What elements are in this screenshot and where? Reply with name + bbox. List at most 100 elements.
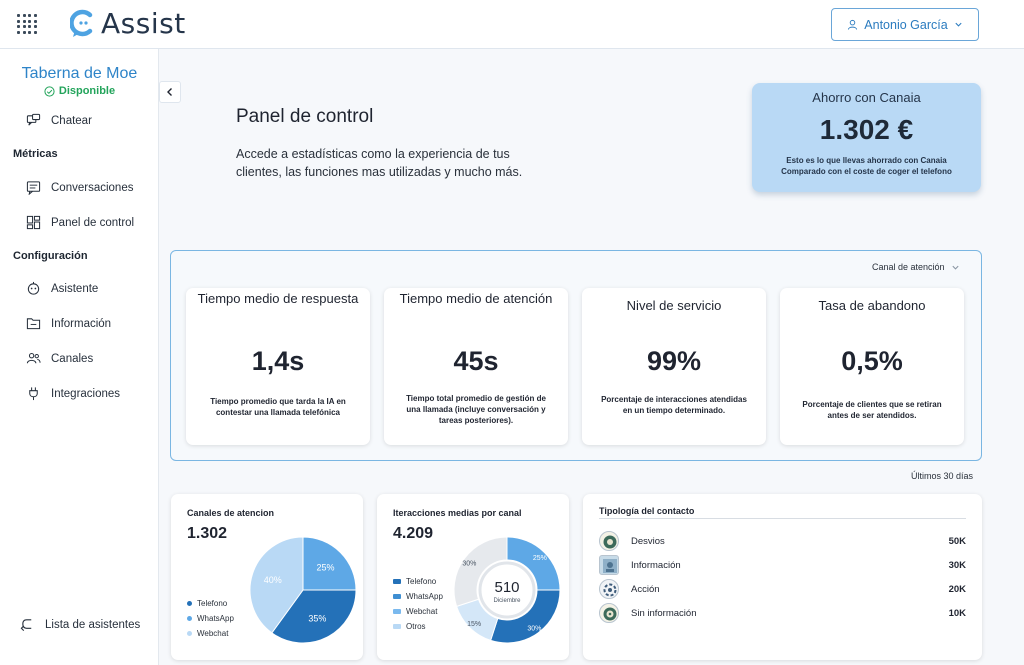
pie-slice-telefono (271, 589, 357, 644)
typology-row: Acción 20K (599, 578, 966, 600)
collapse-sidebar-button[interactable] (159, 81, 181, 103)
legend-item: Webchat (393, 604, 443, 619)
kpi-title: Nivel de servicio (626, 298, 722, 313)
typology-label: Acción (631, 583, 660, 595)
user-icon (848, 19, 858, 30)
apps-grid-icon[interactable] (17, 14, 37, 34)
kpi-description: Porcentaje de clientes que se retiran an… (802, 400, 942, 420)
user-name: Antonio García (864, 17, 948, 32)
chevron-down-icon (951, 265, 959, 270)
card-title: Tipología del contacto (599, 506, 695, 516)
legend-item: Telefono (393, 574, 443, 589)
legend-label: Telefono (406, 577, 437, 586)
kpi-description: Tiempo promedio que tarda la IA en conte… (210, 397, 346, 417)
assistants-list-link[interactable]: Lista de asistentes (20, 617, 140, 632)
sidebar-item-assistant[interactable]: Asistente (26, 281, 98, 296)
brand-logo[interactable]: Assist (70, 7, 186, 40)
sidebar-item-label: Conversaciones (51, 181, 134, 194)
typology-value: 30K (948, 559, 966, 571)
legend-swatch (393, 624, 401, 629)
legend-item: Telefono (187, 596, 234, 611)
kpi-card-attention-time: Tiempo medio de atención 45s Tiempo tota… (384, 288, 568, 445)
channels-card: Canales de atencion 1.302 Telefono Whats… (171, 494, 363, 660)
sidebar-item-chat[interactable]: Chatear (26, 113, 92, 128)
savings-title: Ahorro con Canaia (812, 90, 921, 105)
sidebar-item-label: Chatear (51, 114, 92, 127)
sidebar-item-conversations[interactable]: Conversaciones (26, 180, 133, 195)
pie-slice-whatsapp (302, 536, 357, 591)
typology-row: Sin información 10K (599, 602, 966, 624)
legend-item: Otros (393, 619, 443, 634)
top-bar: Assist Antonio García (0, 0, 1024, 49)
interactions-donut-chart: 25% 30% 15% 30% 510 Diciembre (453, 536, 561, 644)
users-icon (26, 353, 41, 364)
sidebar-item-integrations[interactable]: Integraciones (26, 386, 120, 401)
user-menu-button[interactable]: Antonio García (831, 8, 979, 41)
savings-note-line: Esto es lo que llevas ahorrado con Canai… (786, 156, 947, 165)
typology-label: Desvios (631, 535, 665, 547)
information-icon (599, 555, 619, 575)
donut-segment-label: 25% (533, 555, 547, 562)
pie-slice-label: 40% (264, 575, 282, 585)
legend-swatch (187, 616, 192, 621)
donut-segment-label: 15% (467, 621, 481, 628)
savings-note-line: Comparado con el coste de coger el telef… (781, 167, 952, 176)
card-title: Iteracciones medias por canal (393, 508, 522, 518)
kpi-description: Tiempo total promedio de gestión de una … (406, 394, 546, 425)
assist-logo-icon (70, 9, 93, 37)
interactions-card: Iteracciones medias por canal 4.209 Tele… (377, 494, 569, 660)
no-information-icon (599, 603, 619, 623)
kpi-card-abandon-rate: Tasa de abandono 0,5% Porcentaje de clie… (780, 288, 964, 445)
typology-label: Información (631, 559, 681, 571)
typology-card: Tipología del contacto Desvios 50K Infor… (583, 494, 982, 660)
page-description: Accede a estadísticas como la experienci… (236, 147, 523, 179)
pie-slice-label: 25% (316, 563, 334, 573)
kpi-card-service-level: Nivel de servicio 99% Porcentaje de inte… (582, 288, 766, 445)
sidebar-item-label: Información (51, 317, 112, 330)
kpi-value: 45s (453, 346, 499, 376)
chevron-left-icon (167, 88, 172, 96)
channel-filter-label: Canal de atención (872, 262, 945, 272)
back-arrow-icon (20, 619, 32, 631)
channel-filter-dropdown[interactable]: Canal de atención (872, 262, 960, 272)
legend-item: WhatsApp (393, 589, 443, 604)
kpi-title: Tasa de abandono (818, 298, 926, 313)
typology-value: 50K (948, 535, 966, 547)
conversation-icon (26, 181, 41, 195)
legend-label: Otros (406, 622, 426, 631)
donut-segment-label: 30% (527, 626, 541, 633)
interactions-legend: Telefono WhatsApp Webchat Otros (393, 574, 443, 634)
check-circle-icon (44, 85, 55, 97)
redirect-icon (599, 531, 619, 551)
sidebar-item-channels[interactable]: Canales (26, 351, 93, 366)
legend-item: Webchat (187, 626, 234, 641)
sidebar-item-information[interactable]: Información (26, 316, 111, 331)
divider (599, 518, 966, 519)
chevron-down-icon (955, 22, 962, 27)
pie-slice-label: 35% (308, 613, 326, 623)
pie-slice-webchat (249, 536, 304, 634)
kpi-value: 1,4s (251, 346, 305, 376)
donut-segment-label: 30% (462, 561, 476, 568)
legend-item: WhatsApp (187, 611, 234, 626)
sidebar-item-label: Canales (51, 352, 94, 365)
brand-name: Assist (101, 7, 186, 40)
assistants-list-label: Lista de asistentes (45, 618, 141, 631)
legend-label: Webchat (406, 607, 438, 616)
folder-icon (26, 318, 41, 330)
sidebar: Taberna de Moe Disponible Chatear Métric… (0, 49, 159, 665)
chat-icon (26, 113, 41, 126)
period-label: Últimos 30 días (911, 471, 974, 481)
typology-row: Información 30K (599, 554, 966, 576)
section-config: Configuración (13, 250, 88, 262)
sidebar-item-dashboard[interactable]: Panel de control (26, 215, 134, 230)
legend-swatch (187, 631, 192, 636)
card-title: Canales de atencion (187, 508, 275, 518)
business-name: Taberna de Moe (21, 65, 138, 82)
typology-label: Sin información (631, 607, 697, 619)
typology-value: 10K (948, 607, 966, 619)
sidebar-item-label: Integraciones (51, 387, 121, 400)
donut-center-label: Diciembre (493, 598, 521, 604)
kpi-value: 0,5% (841, 346, 903, 376)
plug-icon (29, 387, 38, 401)
